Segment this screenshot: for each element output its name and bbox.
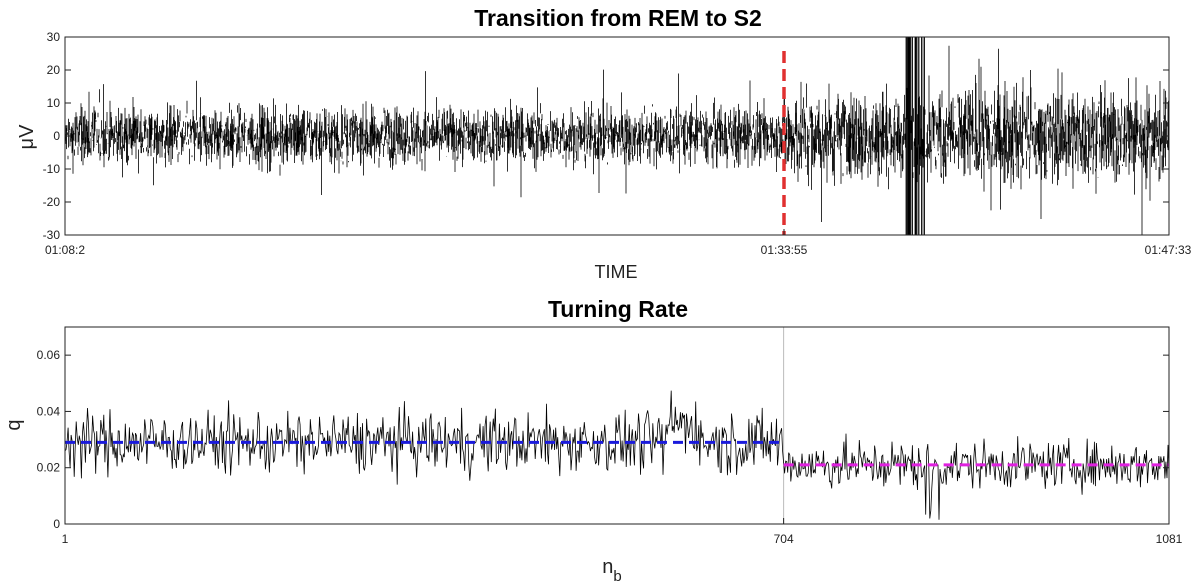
y-tick-label: 30 bbox=[47, 30, 61, 44]
turning-rate-path bbox=[64, 390, 1170, 520]
eeg-signal-trace bbox=[64, 37, 1170, 235]
turning-rate-x-axis: 1 704 1081 bbox=[62, 518, 1183, 546]
turning-rate-y-axis: 0 0.02 0.04 0.06 bbox=[37, 348, 1169, 531]
turning-rate-panel: Turning Rate 0 0.02 0.04 0.06 1 704 1081 nb q bbox=[3, 296, 1183, 583]
eeg-signal-path bbox=[64, 37, 1170, 235]
y-tick-label: 0.04 bbox=[37, 404, 61, 418]
x-tick-label: 01:33:55 bbox=[761, 243, 808, 257]
eeg-panel-title: Transition from REM to S2 bbox=[474, 5, 762, 31]
turning-rate-x-axis-label: nb bbox=[602, 556, 621, 583]
y-tick-label: 10 bbox=[47, 96, 61, 110]
eeg-y-axis: -30 -20 -10 0 10 20 30 bbox=[43, 30, 1169, 242]
y-tick-label: -10 bbox=[43, 162, 61, 176]
y-tick-label: 0 bbox=[53, 517, 60, 531]
eeg-x-axis: 01:08:2 01:33:55 01:47:33 bbox=[45, 229, 1192, 257]
y-tick-label: -30 bbox=[43, 228, 61, 242]
x-tick-label: 704 bbox=[774, 532, 794, 546]
turning-rate-y-axis-label: q bbox=[3, 419, 25, 430]
x-tick-label: 01:08:2 bbox=[45, 243, 85, 257]
turning-rate-trace bbox=[64, 390, 1170, 520]
x-tick-label: 1 bbox=[62, 532, 69, 546]
y-tick-label: 0.06 bbox=[37, 348, 61, 362]
y-tick-label: 0 bbox=[53, 129, 60, 143]
turning-rate-panel-title: Turning Rate bbox=[548, 296, 688, 322]
turning-rate-plot-frame bbox=[64, 326, 1170, 525]
y-tick-label: 0.02 bbox=[37, 461, 61, 475]
eeg-panel: Transition from REM to S2 -30 -20 -10 0 10 20… bbox=[16, 5, 1192, 282]
y-tick-label: 20 bbox=[47, 63, 61, 77]
x-tick-label: 01:47:33 bbox=[1145, 243, 1192, 257]
eeg-y-axis-label: μV bbox=[16, 124, 38, 150]
eeg-x-axis-label: TIME bbox=[595, 262, 638, 282]
y-tick-label: -20 bbox=[43, 195, 61, 209]
x-tick-label: 1081 bbox=[1156, 532, 1183, 546]
